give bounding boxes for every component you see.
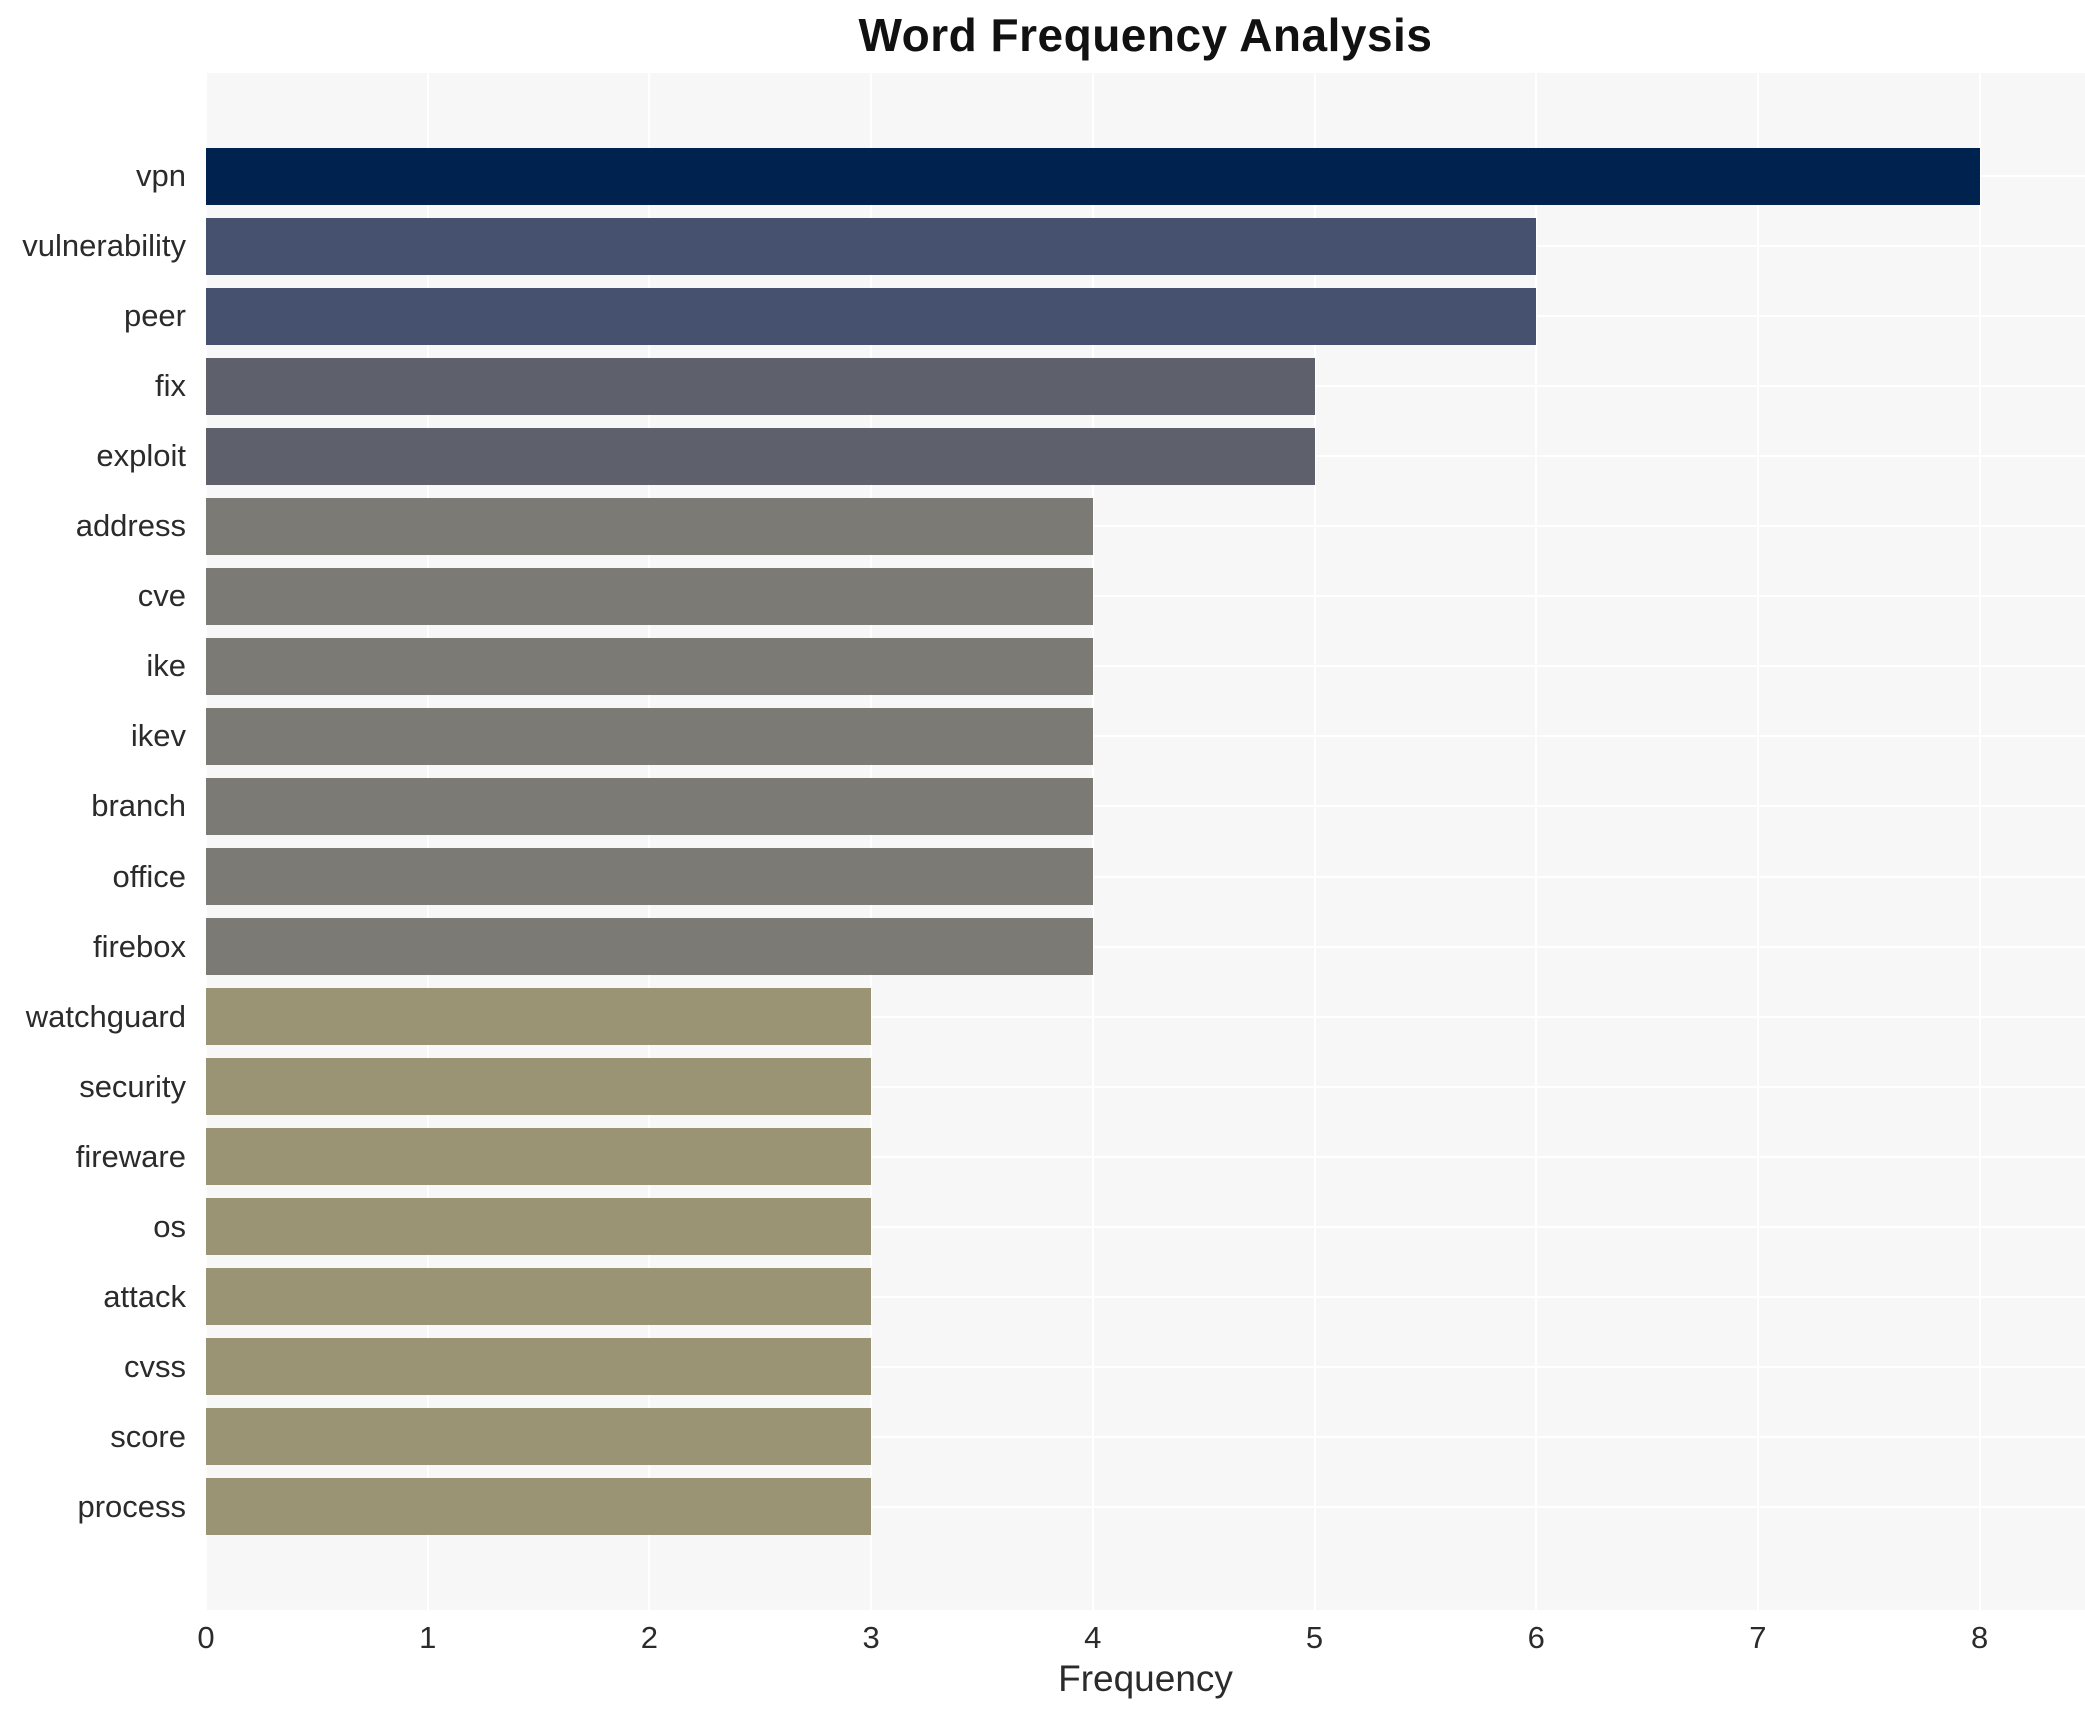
y-gridline <box>206 1505 2085 1508</box>
bar-attack <box>206 1268 872 1326</box>
y-gridline <box>206 1435 2085 1438</box>
chart-title: Word Frequency Analysis <box>858 9 1433 61</box>
x-gridline <box>870 73 873 1610</box>
bar-cvss <box>206 1338 872 1396</box>
category-label-vulnerability: vulnerability <box>22 228 186 264</box>
bar-os <box>206 1198 872 1256</box>
x-gridline <box>426 73 429 1610</box>
category-label-office: office <box>112 858 186 894</box>
x-tick-label: 6 <box>1527 1620 1545 1655</box>
y-gridline <box>206 1225 2085 1228</box>
category-label-score: score <box>110 1418 186 1454</box>
plot-area <box>205 73 2085 1610</box>
category-label-branch: branch <box>91 788 186 824</box>
bar-vpn <box>206 147 1980 205</box>
category-label-cvss: cvss <box>124 1348 186 1384</box>
y-gridline <box>206 805 2085 808</box>
bar-process <box>206 1478 872 1536</box>
x-tick-label: 8 <box>1970 1620 1989 1655</box>
x-tick-label: 0 <box>197 1620 215 1655</box>
y-gridline <box>206 1295 2085 1298</box>
x-tick-label: 1 <box>419 1620 437 1655</box>
bar-ikev <box>206 707 1093 765</box>
y-gridline <box>206 525 2085 528</box>
x-gridline <box>1535 73 1538 1610</box>
x-gridline <box>648 73 651 1610</box>
x-axis-title: Frequency <box>1058 1658 1233 1699</box>
bar-exploit <box>206 427 1315 485</box>
x-tick-label: 7 <box>1749 1620 1767 1655</box>
y-gridline <box>206 875 2085 878</box>
y-gridline <box>206 1015 2085 1018</box>
y-gridline <box>206 665 2085 668</box>
category-label-vpn: vpn <box>136 158 186 194</box>
bar-firebox <box>206 918 1093 976</box>
y-gridline <box>206 595 2085 598</box>
category-label-fix: fix <box>155 368 186 404</box>
category-label-address: address <box>75 508 186 544</box>
category-label-exploit: exploit <box>96 438 186 474</box>
category-label-peer: peer <box>123 298 186 334</box>
y-gridline <box>206 735 2085 738</box>
x-gridline <box>1756 73 1759 1610</box>
x-axis: 0 1 2 3 4 5 6 7 8 <box>0 1620 2085 1664</box>
category-label-cve: cve <box>137 578 186 614</box>
x-gridline <box>1313 73 1316 1610</box>
y-gridline <box>206 1365 2085 1368</box>
bar-fix <box>206 357 1315 415</box>
category-label-ikev: ikev <box>130 718 186 754</box>
bar-fireware <box>206 1128 872 1186</box>
bar-watchguard <box>206 988 872 1046</box>
x-gridline <box>1978 73 1981 1610</box>
bar-cve <box>206 567 1093 625</box>
bar-address <box>206 497 1093 555</box>
category-label-firebox: firebox <box>92 928 186 964</box>
bar-ike <box>206 637 1093 695</box>
x-tick-label: 3 <box>862 1620 880 1655</box>
bar-security <box>206 1058 872 1116</box>
bar-vulnerability <box>206 217 1537 275</box>
category-label-watchguard: watchguard <box>25 998 186 1034</box>
x-gridline <box>1091 73 1094 1610</box>
x-tick-label: 2 <box>640 1620 659 1655</box>
category-label-ike: ike <box>146 648 186 684</box>
category-label-security: security <box>79 1068 186 1104</box>
y-gridline <box>206 945 2085 948</box>
bar-branch <box>206 777 1093 835</box>
category-label-os: os <box>153 1208 186 1244</box>
y-gridline <box>206 1085 2085 1088</box>
bar-office <box>206 848 1093 906</box>
category-label-attack: attack <box>103 1278 186 1314</box>
x-gridline <box>205 73 207 1610</box>
x-tick-label: 5 <box>1305 1620 1324 1655</box>
y-gridline <box>206 1155 2085 1158</box>
bar-peer <box>206 287 1537 345</box>
x-tick-label: 4 <box>1084 1620 1102 1655</box>
bar-score <box>206 1408 872 1466</box>
category-label-process: process <box>77 1488 186 1524</box>
y-axis-labels: vpn vulnerability peer fix exploit address cve… <box>0 73 196 1610</box>
category-label-fireware: fireware <box>75 1138 186 1174</box>
